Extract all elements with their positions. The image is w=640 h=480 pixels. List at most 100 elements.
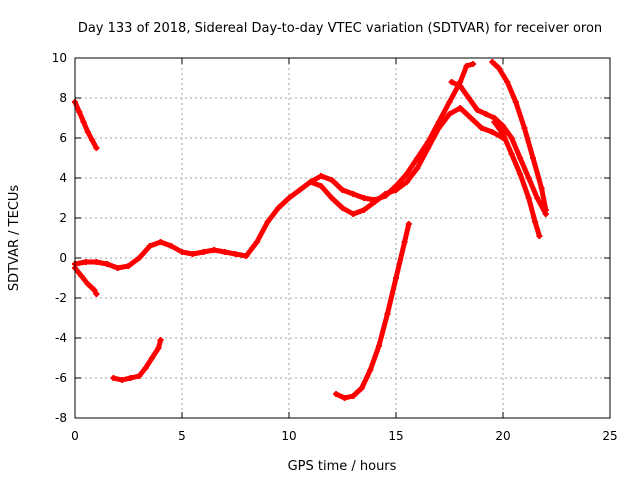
y-tick-label: -4	[55, 331, 67, 345]
data-point	[367, 367, 374, 373]
data-point	[529, 155, 536, 161]
data-point	[91, 287, 98, 293]
x-axis-title: GPS time / hours	[288, 459, 397, 474]
data-point	[393, 275, 399, 281]
y-axis-title: SDTVAR / TECUs	[7, 185, 22, 292]
y-tick-label: 4	[59, 171, 67, 185]
data-point	[470, 61, 477, 67]
data-point	[333, 391, 340, 397]
data-series	[72, 59, 549, 401]
data-point	[508, 135, 515, 141]
data-point	[157, 337, 164, 343]
data-point	[264, 219, 271, 225]
data-point	[375, 343, 382, 349]
data-point	[93, 145, 100, 151]
plot-frame	[74, 57, 611, 419]
data-point	[232, 251, 239, 257]
data-point	[532, 219, 539, 225]
chart-title: Day 133 of 2018, Sidereal Day-to-day VTE…	[78, 21, 602, 36]
series-track-7	[448, 79, 549, 217]
data-point	[504, 79, 511, 85]
data-point	[142, 365, 149, 371]
data-point	[136, 255, 143, 261]
data-point	[521, 125, 528, 131]
data-point	[286, 195, 292, 201]
series-track-9	[491, 119, 543, 239]
data-point	[489, 129, 496, 135]
data-point	[474, 107, 481, 113]
data-point	[189, 251, 196, 257]
data-point	[82, 259, 89, 265]
y-tick-label: -8	[55, 411, 67, 425]
data-point	[405, 221, 412, 227]
data-point	[179, 249, 185, 255]
y-tick-label: 8	[59, 91, 67, 105]
data-point	[482, 111, 489, 117]
data-point	[350, 393, 357, 399]
data-point	[80, 119, 87, 125]
y-tick-label: -2	[55, 291, 67, 305]
data-point	[463, 63, 470, 69]
data-point	[414, 165, 421, 171]
data-point	[371, 199, 378, 205]
data-point	[243, 253, 250, 259]
x-tick-label: 25	[602, 429, 617, 443]
data-point	[200, 249, 207, 255]
series-track-6	[333, 221, 412, 401]
data-point	[318, 183, 325, 189]
series-track-3	[110, 337, 164, 383]
data-point	[525, 195, 532, 201]
data-point	[157, 239, 164, 245]
series-line	[72, 61, 476, 271]
series-line	[307, 105, 506, 217]
gridlines	[75, 58, 610, 418]
series-track-5	[307, 105, 506, 217]
data-point	[525, 175, 532, 181]
y-axis-tick-labels: -8 -6 -4 -2 0 2 4 6 8 10	[52, 51, 67, 425]
data-point	[125, 263, 132, 269]
data-point	[104, 261, 111, 267]
series-line	[111, 337, 164, 383]
data-point	[350, 191, 357, 197]
data-point	[403, 171, 410, 177]
x-tick-label: 10	[281, 429, 296, 443]
y-tick-label: 2	[59, 211, 67, 225]
series-line	[449, 79, 549, 217]
data-point	[536, 233, 543, 239]
data-point	[500, 131, 506, 137]
data-point	[221, 249, 228, 255]
data-point	[457, 105, 464, 111]
data-point	[414, 155, 421, 161]
x-tick-label: 5	[178, 429, 186, 443]
series-track-4	[72, 61, 477, 271]
data-point	[93, 291, 100, 297]
data-point	[435, 125, 442, 131]
y-tick-label: -6	[55, 371, 67, 385]
data-point	[512, 99, 519, 105]
data-point	[508, 151, 515, 157]
data-point	[296, 187, 303, 193]
data-point	[339, 187, 346, 193]
data-point	[84, 129, 91, 135]
data-point	[382, 191, 389, 197]
series-track-2	[72, 265, 100, 297]
data-point	[93, 259, 100, 265]
data-point	[114, 265, 121, 271]
data-point	[403, 179, 410, 185]
data-point	[318, 173, 325, 179]
data-point	[538, 185, 545, 191]
data-point	[127, 375, 134, 381]
data-point	[393, 187, 399, 193]
series-line	[489, 59, 549, 213]
data-point	[495, 65, 502, 71]
data-point	[350, 211, 357, 217]
data-point	[360, 207, 367, 213]
data-point	[136, 373, 143, 379]
data-point	[76, 109, 83, 115]
series-line	[333, 221, 412, 401]
x-axis-tick-labels: 0 5 10 15 20 25	[71, 429, 617, 443]
data-point	[489, 59, 496, 65]
data-point	[275, 205, 282, 211]
data-point	[425, 145, 432, 151]
data-point	[542, 207, 549, 213]
